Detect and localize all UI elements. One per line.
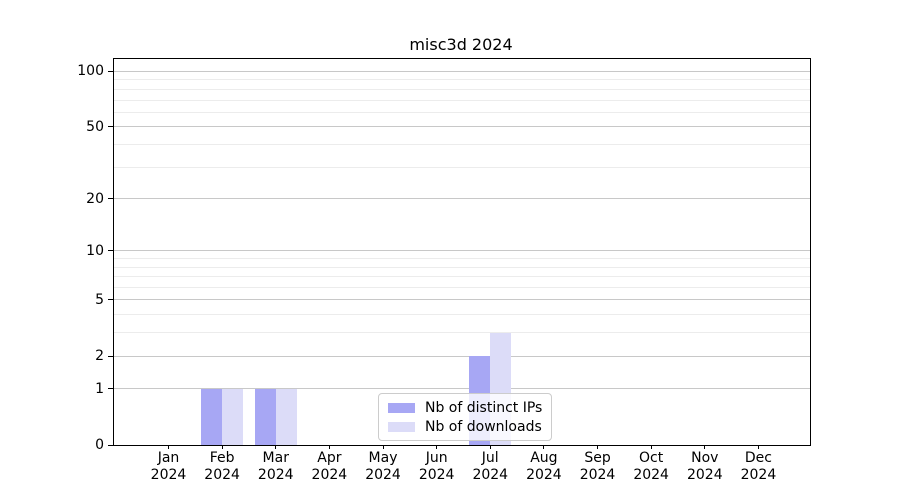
x-tick-label: Jul 2024 xyxy=(472,450,509,483)
y-tick-mark xyxy=(108,70,113,72)
legend-swatch-downloads xyxy=(388,421,415,432)
y-tick-label: 10 xyxy=(86,242,104,259)
gridline-minor xyxy=(114,314,810,316)
y-tick-label: 20 xyxy=(86,190,104,207)
gridline-major xyxy=(114,250,810,252)
x-tick-mark xyxy=(328,445,330,449)
y-tick-label: 0 xyxy=(95,437,104,453)
x-tick-mark xyxy=(489,445,491,449)
bar xyxy=(201,388,223,445)
x-tick-label: Mar 2024 xyxy=(257,450,294,483)
chart-title: misc3d 2024 xyxy=(409,35,513,54)
y-tick-label: 100 xyxy=(77,63,104,80)
gridline-minor xyxy=(114,166,810,168)
y-tick-mark xyxy=(108,198,113,200)
gridline-major xyxy=(114,388,810,390)
gridline-minor xyxy=(114,276,810,278)
bar xyxy=(275,388,297,445)
legend: Nb of distinct IPs Nb of downloads xyxy=(378,393,553,441)
gridline-major xyxy=(114,198,810,200)
gridline-major xyxy=(114,70,810,72)
bar xyxy=(254,388,276,445)
x-tick-mark xyxy=(382,445,384,449)
gridline-minor xyxy=(114,88,810,90)
x-tick-label: Aug 2024 xyxy=(526,450,562,483)
y-tick-label: 5 xyxy=(95,291,104,308)
legend-label-downloads: Nb of downloads xyxy=(425,418,542,435)
y-tick-mark xyxy=(108,250,113,252)
gridline-minor xyxy=(114,332,810,334)
x-tick-label: Feb 2024 xyxy=(204,450,240,483)
x-tick-label: Sep 2024 xyxy=(579,450,616,483)
x-tick-label: Jan 2024 xyxy=(150,450,187,483)
y-tick-mark xyxy=(108,126,113,128)
y-tick-mark xyxy=(108,299,113,301)
gridline-minor xyxy=(114,99,810,101)
gridline-minor xyxy=(114,258,810,260)
y-tick-mark xyxy=(108,355,113,357)
gridline-minor xyxy=(114,287,810,289)
legend-item-distinct-ips: Nb of distinct IPs xyxy=(388,398,542,417)
x-tick-mark xyxy=(168,445,169,449)
gridline-major xyxy=(114,299,810,301)
gridline-major xyxy=(114,126,810,128)
x-tick-label: Dec 2024 xyxy=(740,450,777,483)
x-tick-label: Nov 2024 xyxy=(686,450,723,483)
x-tick-mark xyxy=(650,445,652,449)
y-tick-label: 50 xyxy=(86,118,104,135)
plot-area: 0 1 2 5 10 20 50 100 Jan 2024 Feb 2024 Mar 2024 Apr… xyxy=(77,58,811,483)
x-tick-label: Apr 2024 xyxy=(311,450,348,483)
x-tick-label: Jun 2024 xyxy=(418,450,455,483)
legend-swatch-distinct-ips xyxy=(388,402,415,413)
legend-label-distinct-ips: Nb of distinct IPs xyxy=(425,399,543,416)
gridline-minor xyxy=(114,143,810,145)
x-tick-mark xyxy=(221,445,223,449)
y-tick-label: 1 xyxy=(95,380,104,397)
x-tick-label: May 2024 xyxy=(365,450,401,483)
legend-item-downloads: Nb of downloads xyxy=(388,417,542,436)
x-tick-mark xyxy=(704,445,706,449)
x-tick-mark xyxy=(275,445,277,449)
gridline-minor xyxy=(114,79,810,81)
x-tick-mark xyxy=(757,445,759,449)
gridline-major xyxy=(114,355,810,357)
y-tick-mark xyxy=(108,388,113,390)
x-tick-mark xyxy=(597,445,599,449)
y-tick-mark xyxy=(108,444,113,446)
x-tick-mark xyxy=(543,445,545,449)
bar xyxy=(222,388,244,445)
x-tick-mark xyxy=(436,445,438,449)
gridline-minor xyxy=(114,266,810,268)
x-tick-label: Oct 2024 xyxy=(633,450,669,483)
y-tick-label: 2 xyxy=(95,348,104,365)
gridline-minor xyxy=(114,111,810,113)
